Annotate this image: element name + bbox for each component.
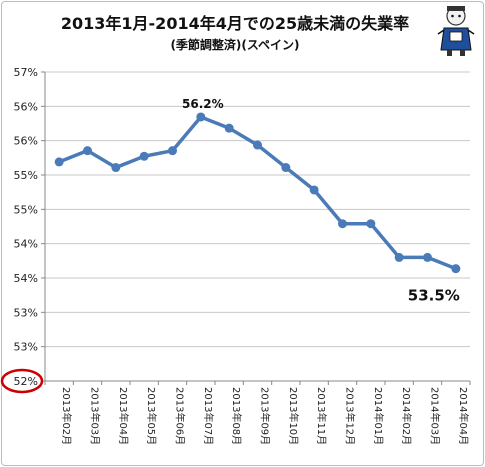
chart-subtitle: (季節調整済)(スペイン) <box>170 38 300 52</box>
y-tick-label: 55% <box>14 203 38 216</box>
x-tick-label: 2013年06月 <box>174 387 187 445</box>
series-line <box>58 115 457 271</box>
data-point <box>281 163 291 173</box>
y-tick-label: 52% <box>14 375 38 388</box>
y-tick-label: 56% <box>14 135 38 148</box>
data-point <box>309 185 319 195</box>
y-tick-label: 55% <box>14 169 38 182</box>
mascot-icon <box>437 6 475 56</box>
data-label: 56.2% <box>182 97 224 111</box>
data-point <box>423 252 432 262</box>
y-tick-label: 54% <box>14 272 38 285</box>
data-point <box>168 146 177 156</box>
y-tick-label: 54% <box>14 238 38 251</box>
data-point <box>366 219 376 229</box>
highlight-circle <box>0 368 44 394</box>
x-tick-label: 2013年09月 <box>259 387 272 445</box>
x-tick-label: 2013年03月 <box>89 387 102 445</box>
x-tick-label: 2014年01月 <box>372 387 385 445</box>
y-tick-label: 53% <box>14 341 38 354</box>
data-label: 53.5% <box>408 287 460 305</box>
x-tick-label: 2013年04月 <box>117 387 130 445</box>
data-point <box>338 219 347 229</box>
y-tick-label: 57% <box>14 66 38 79</box>
data-point <box>83 146 92 156</box>
y-tick-label: 56% <box>14 100 38 113</box>
x-tick-label: 2013年08月 <box>230 387 243 445</box>
x-tick-label: 2013年02月 <box>60 387 73 445</box>
x-tick-label: 2013年10月 <box>287 387 300 445</box>
y-tick-label: 53% <box>14 306 38 319</box>
x-tick-label: 2013年11月 <box>315 387 328 445</box>
data-point <box>394 252 404 262</box>
x-tick-label: 2013年07月 <box>202 387 215 445</box>
data-point <box>139 151 149 161</box>
data-point <box>111 163 121 173</box>
data-point <box>54 157 64 167</box>
chart-title: 2013年1月-2014年4月での25歳未満の失業率 <box>60 14 410 33</box>
data-point <box>451 264 461 274</box>
data-point <box>196 112 206 122</box>
x-tick-label: 2014年03月 <box>429 387 442 445</box>
x-tick-label: 2014年02月 <box>400 387 413 445</box>
x-tick-label: 2013年05月 <box>145 387 158 445</box>
x-tick-label: 2013年12月 <box>344 387 357 445</box>
data-point <box>224 123 234 133</box>
data-point <box>253 140 262 150</box>
x-tick-label: 2014年04月 <box>457 387 470 445</box>
